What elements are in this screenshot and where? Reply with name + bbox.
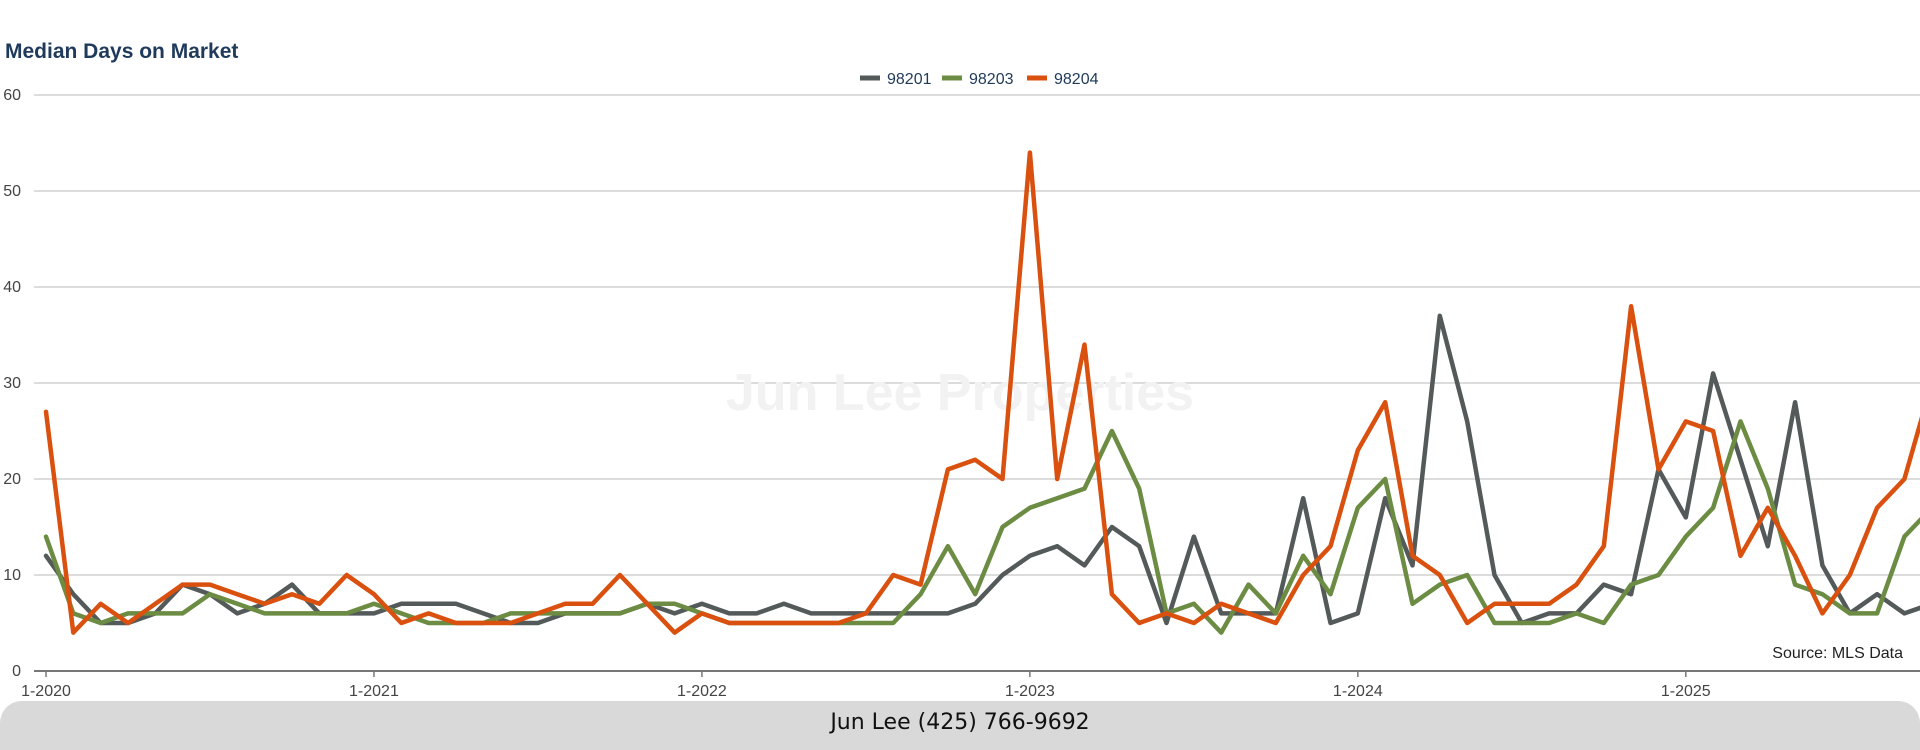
y-tick-label: 50	[3, 183, 21, 200]
y-tick-label: 20	[3, 471, 21, 488]
y-tick-label: 30	[3, 375, 21, 392]
chart-title: Median Days on Market	[5, 40, 239, 63]
y-tick-label: 40	[3, 279, 21, 296]
x-tick-label: 1-2023	[1005, 683, 1055, 700]
y-tick-label: 0	[12, 663, 21, 680]
series-line-98204	[43, 150, 1920, 635]
watermark: Jun Lee Properties	[726, 364, 1194, 422]
x-tick-label: 1-2020	[21, 683, 71, 700]
series-lines	[43, 150, 1920, 635]
y-tick-label: 60	[3, 87, 21, 104]
x-tick-label: 1-2022	[677, 683, 727, 700]
x-tick-label: 1-2021	[349, 683, 399, 700]
x-tick-label: 1-2025	[1661, 683, 1711, 700]
source-note: Source: MLS Data	[1772, 645, 1903, 662]
legend: 98201 98203 98204	[860, 71, 1099, 88]
series-line-98203	[43, 419, 1920, 635]
legend-label-98203: 98203	[969, 71, 1014, 88]
axes: 1-2020 1-2021 1-2022 1-2023 1-2024 1-2025	[21, 670, 1920, 700]
footer-contact: Jun Lee (425) 766-9692	[830, 710, 1090, 735]
legend-label-98201: 98201	[887, 71, 932, 88]
x-tick-label: 1-2024	[1333, 683, 1383, 700]
legend-label-98204: 98204	[1054, 71, 1099, 88]
series-line-98201	[43, 313, 1920, 626]
footer-bar: Jun Lee (425) 766-9692	[0, 701, 1920, 750]
y-tick-label: 10	[3, 567, 21, 584]
